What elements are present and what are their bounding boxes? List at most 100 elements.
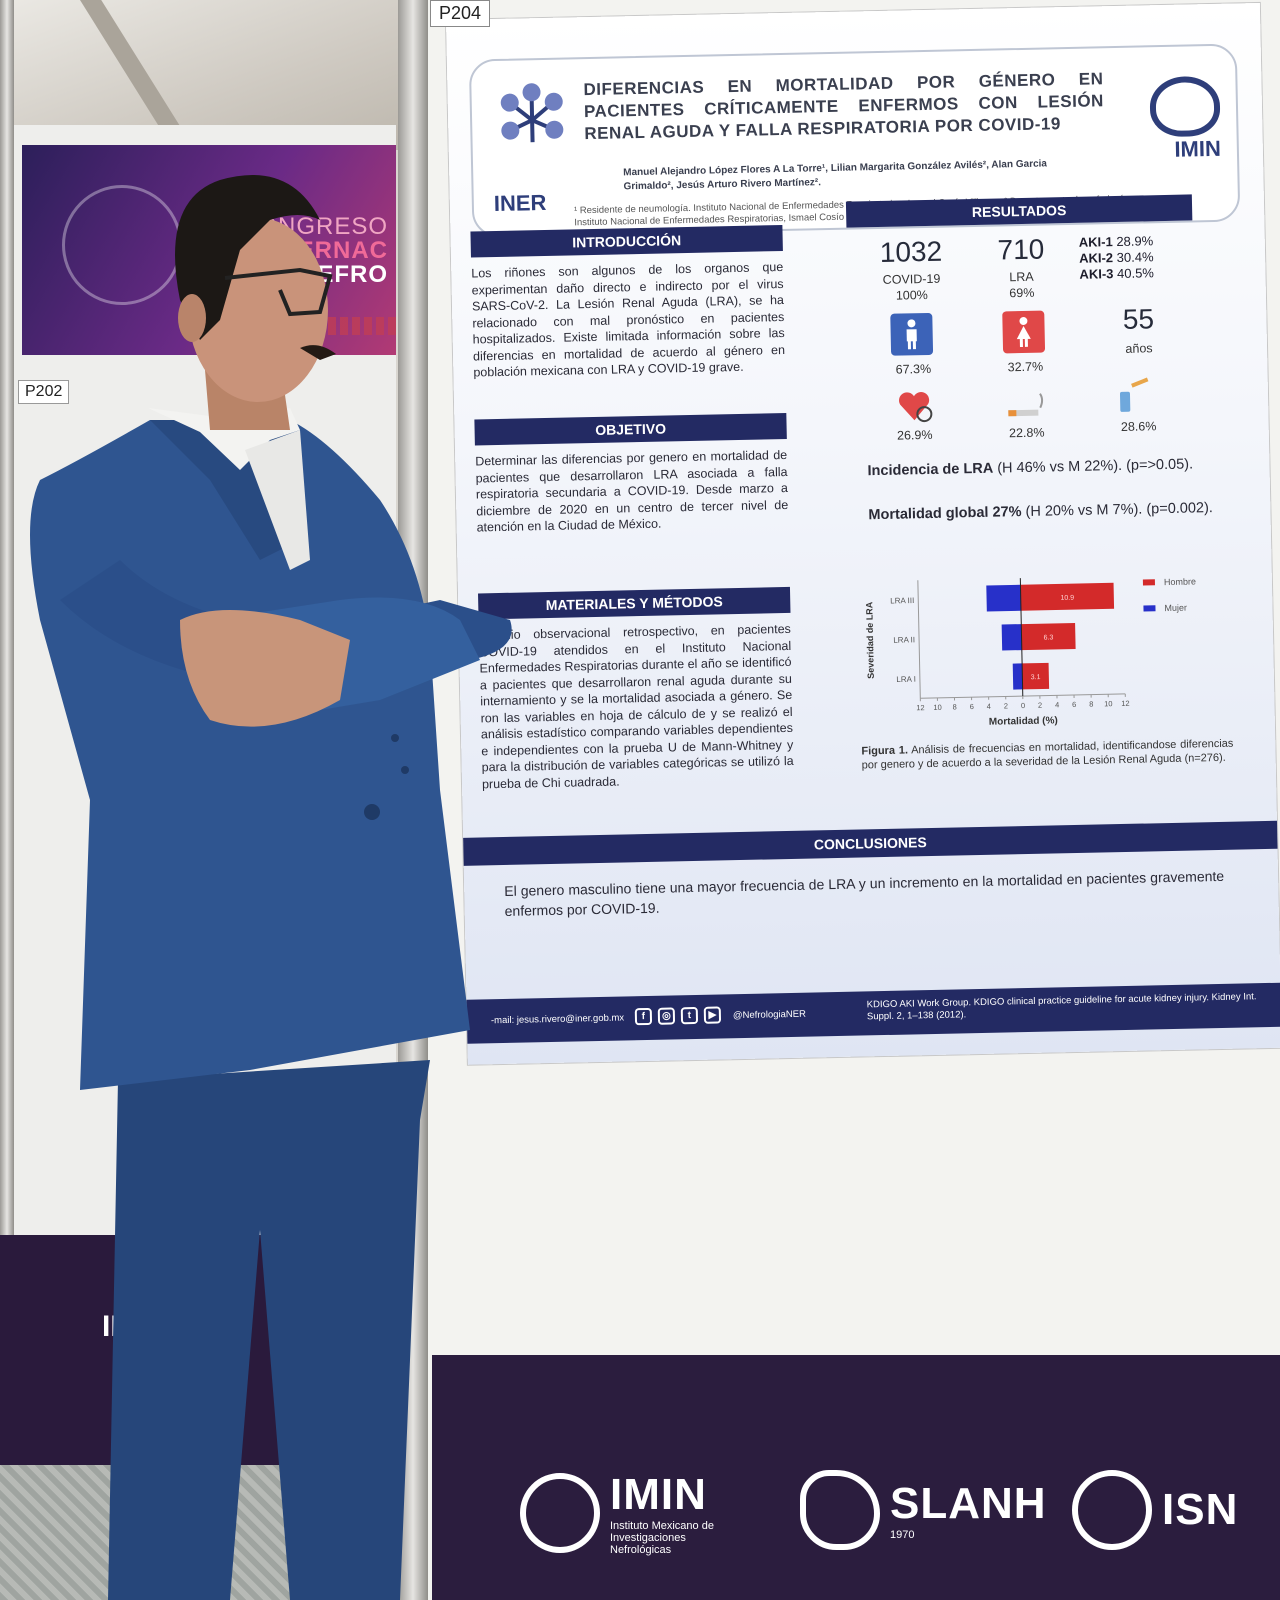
poster-title: DIFERENCIAS EN MORTALIDAD POR GÉNERO EN … [583, 69, 1105, 144]
glucose-meter-icon [1119, 377, 1149, 412]
lra-label: LRA [1009, 269, 1034, 285]
y-axis-title: Severidad de LRA [864, 601, 876, 679]
sponsor-isn: ISN [1072, 1470, 1238, 1550]
iner-molecule-icon [500, 83, 564, 143]
floor [0, 1465, 430, 1600]
legend-swatch [1143, 605, 1156, 612]
diabetes-pct: 28.6% [1120, 419, 1157, 434]
incidencia-finding: Incidencia de LRA (H 46% vs M 22%). (p=>… [867, 454, 1219, 482]
zero-line [1019, 578, 1024, 697]
mortalidad-text: (H 20% vs M 7%). (p=0.002). [1025, 500, 1214, 520]
x-tick-label: 2 [1038, 701, 1042, 710]
aki-3: AKI-3 40.5% [1079, 265, 1154, 283]
bar-hombre [1020, 582, 1115, 611]
conclusiones-text: El genero masculino tiene una mayor frec… [504, 867, 1225, 919]
bar-mujer [986, 584, 1021, 612]
logo-text: IMIN [102, 1310, 166, 1343]
aki-2: AKI-2 30.4% [1079, 249, 1154, 267]
figure-caption: Figura 1. Análisis de frecuencias en mor… [861, 737, 1234, 773]
x-tick-label: 12 [1121, 699, 1130, 708]
smoking-pct: 22.8% [1008, 425, 1045, 441]
mortality-bar-chart: LRA III 10.9 LRA II 6.3 LRA I 3.1 12 10 8 6 4 2 0 2 4 6… [864, 576, 1196, 727]
y-axis [917, 580, 921, 699]
poster-header: INER DIFERENCIAS EN MORTALIDAD POR GÉNER… [468, 43, 1241, 238]
banner-line: INTERNAC [256, 237, 388, 264]
poster-authors: Manuel Alejandro López Flores A La Torre… [623, 158, 1048, 193]
x-tick-label: 12 [916, 703, 925, 712]
x-tick-label: 6 [970, 702, 974, 711]
sponsor-slanh: SLANH 1970 [800, 1470, 1047, 1550]
bar-hombre [1021, 622, 1076, 651]
imin-kidney-icon [1149, 75, 1221, 138]
aki-1: AKI-1 28.9% [1079, 233, 1154, 251]
bar-mujer [1001, 624, 1022, 651]
sponsor-name: IMIN [610, 1470, 707, 1519]
age-unit: años [1125, 341, 1153, 356]
left-congress-banner: CONGRESO INTERNAC NEFRO [22, 145, 396, 355]
sponsor-imin: IMIN Instituto Mexicano de Investigacion… [520, 1470, 730, 1556]
figure-text: Análisis de frecuencias en mortalidad, i… [861, 737, 1234, 772]
aki-value: 40.5% [1116, 265, 1155, 282]
x-tick-label: 8 [1089, 700, 1093, 709]
aki-label: AKI-3 [1079, 266, 1114, 282]
greek-pattern [256, 317, 396, 335]
x-tick-label: 10 [933, 703, 942, 712]
male-pct: 67.3% [895, 361, 932, 377]
booth-label-p202: P202 [18, 380, 70, 404]
blood-pressure-icon [899, 392, 933, 423]
banner-decoration [62, 185, 182, 305]
figure-label: Figura 1. [861, 744, 909, 758]
x-tick-label: 4 [1055, 700, 1059, 709]
lra-pct: 69% [1009, 285, 1035, 301]
twitter-icon: t [680, 1006, 699, 1025]
sponsor-name: ISN [1162, 1485, 1239, 1534]
bar-value-label: 6.3 [1044, 634, 1054, 641]
social-icons: f ◎ t ▶ [634, 1006, 722, 1026]
aki-value: 30.4% [1116, 249, 1154, 266]
materiales-text: Estudio observacional retrospectivo, en … [478, 621, 794, 791]
imin-logo-text: IMIN [1174, 135, 1222, 162]
footer-handle: @NefrologiaNER [732, 1008, 807, 1022]
bar-hombre [1022, 662, 1050, 690]
x-tick-label: 0 [1021, 701, 1025, 710]
mortalidad-label: Mortalidad global 27% [868, 504, 1022, 524]
x-tick-label: 2 [1004, 701, 1008, 710]
x-tick-label: 4 [987, 702, 991, 711]
x-tick-label: 6 [1072, 700, 1076, 709]
introduccion-heading: INTRODUCCIÓN [470, 225, 783, 258]
poster-footer: -mail: jesus.rivero@iner.gob.mx f ◎ t ▶ … [466, 982, 1280, 1044]
objetivo-heading: OBJETIVO [474, 412, 787, 446]
x-axis-title: Mortalidad (%) [989, 715, 1058, 727]
y-tick-label: LRA II [893, 635, 915, 644]
male-icon [890, 312, 934, 356]
hypertension-pct: 26.9% [896, 427, 933, 443]
left-imin-logo: IMIN [52, 1310, 165, 1344]
y-tick-label: LRA III [890, 596, 914, 606]
incidencia-text: (H 46% vs M 22%). (p=>0.05). [997, 456, 1194, 477]
sponsor-name: SLANH [890, 1479, 1047, 1528]
booth-pole-left [0, 0, 14, 1600]
covid-label: COVID-19 [882, 271, 941, 287]
sponsor-sub: 1970 [890, 1529, 915, 1541]
iner-logo-text: INER [493, 189, 547, 217]
female-pct: 32.7% [1007, 359, 1044, 375]
legend-label: Mujer [1164, 603, 1187, 613]
booth-pole-center [398, 0, 428, 1600]
footer-email: -mail: jesus.rivero@iner.gob.mx [490, 1012, 625, 1027]
sponsor-sub: Instituto Mexicano de Investigaciones Ne… [610, 1520, 714, 1556]
lra-count: 710 [997, 233, 1045, 266]
imin-logo-icon [520, 1473, 600, 1553]
cigarette-icon [1008, 393, 1044, 417]
legend-label: Hombre [1164, 576, 1196, 587]
aki-value: 28.9% [1116, 233, 1154, 250]
left-bottom-banner [0, 1235, 400, 1465]
isn-logo-icon [1072, 1470, 1152, 1550]
y-tick-label: LRA I [896, 675, 916, 684]
research-poster: INER DIFERENCIAS EN MORTALIDAD POR GÉNER… [446, 2, 1280, 1065]
instagram-icon: ◎ [657, 1007, 676, 1025]
x-tick-label: 10 [1104, 699, 1113, 708]
age-value: 55 [1122, 303, 1155, 335]
female-icon [1002, 310, 1046, 354]
banner-line: NEFRO [299, 261, 388, 288]
bar-value-label: 3.1 [1031, 674, 1041, 681]
